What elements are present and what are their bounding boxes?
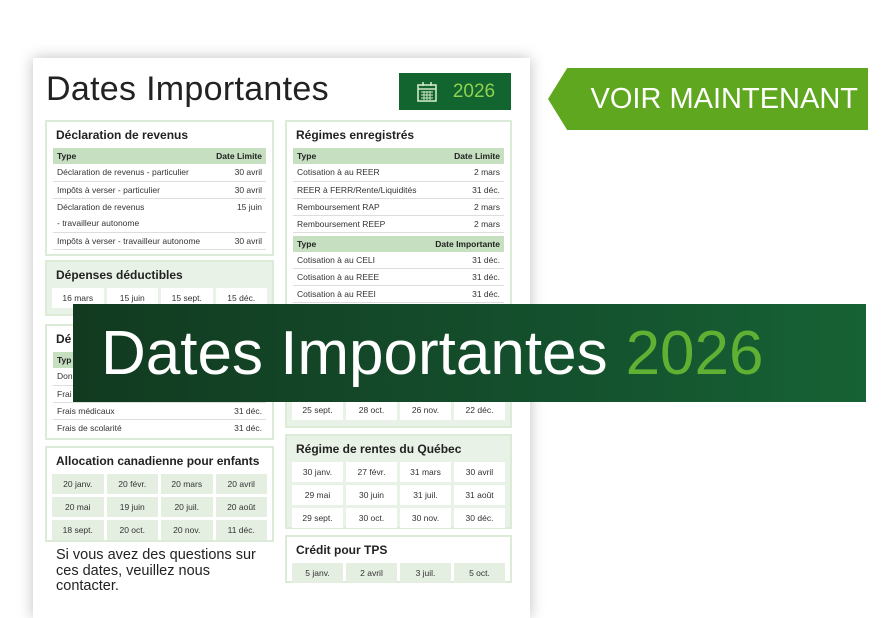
column-header: Type [293, 235, 410, 252]
date-cell: 20 juil. [161, 497, 213, 517]
date-cell: 30 déc. [454, 508, 505, 528]
calendar-icon [417, 81, 437, 102]
date-cell: 30 oct. [346, 508, 397, 528]
date-cell: 31 juil. [400, 485, 451, 505]
date-cell: 11 déc. [215, 520, 267, 540]
date-cell: 29 mai [292, 485, 343, 505]
column-header: Date Importante [409, 235, 504, 252]
date-cell: 31 mars [400, 462, 451, 482]
date-cell: 5 janv. [292, 563, 343, 583]
table-row: Déclaration de revenus - particulier 30 a… [53, 164, 266, 182]
date-cell: 20 févr. [106, 474, 158, 494]
table-row: - travailleur autonome [53, 215, 266, 233]
date-grid: 5 janv. 2 avril 3 juil. 5 oct. [292, 563, 505, 583]
declaration-card: Déclaration de revenus Type Date Limite D… [45, 120, 274, 256]
table-row: Cotisation à au REEI 31 déc. [293, 285, 504, 303]
page-title: Dates Importantes [46, 70, 329, 108]
date-cell: 30 juin [346, 485, 397, 505]
date-cell: 2 avril [346, 563, 397, 583]
table-row: Impôts à verser - travailleur autonome 30… [53, 232, 266, 250]
date-cell: 28 oct. [346, 400, 397, 420]
table-row: Remboursement RAP 2 mars [293, 198, 504, 216]
date-grid: 20 janv. 20 févr. 20 mars 20 avril 20 mai 19… [52, 474, 267, 540]
date-cell: 20 août [215, 497, 267, 517]
regimes-table-2: Type Date Importante Cotisation à au CELI… [293, 235, 504, 303]
banner-year: 2026 [625, 318, 764, 388]
card-title: Régime de rentes du Québec [296, 442, 462, 456]
table-row: Déclaration de revenus 15 juin [57, 201, 262, 212]
date-grid: 30 janv. 27 févr. 31 mars 30 avril 29 mai 30… [292, 462, 505, 528]
table-row: Frais médicaux 31 déc. [53, 402, 266, 420]
regimes-card: Régimes enregistrés Type Date Limite Coti… [285, 120, 512, 330]
date-cell: 25 sept. [292, 400, 343, 420]
view-now-button[interactable]: VOIR MAINTENANT [548, 68, 868, 130]
date-cell: 30 avril [454, 462, 505, 482]
date-cell: 15 déc. [215, 288, 267, 308]
date-cell: 16 mars [52, 288, 104, 308]
column-header: Date Limite [441, 148, 504, 164]
card-title: Dé [56, 332, 72, 346]
date-cell: 20 mai [52, 497, 104, 517]
card-title: Régimes enregistrés [296, 128, 415, 142]
card-title: Crédit pour TPS [296, 543, 388, 557]
column-header: Type [53, 148, 211, 164]
footer-text: Si vous avez des questions sur ces dates… [56, 547, 256, 594]
table-row: Frais de scolarité 31 déc. [57, 422, 262, 433]
year-badge: 2026 [399, 73, 511, 110]
declaration-table: Type Date Limite Déclaration de revenus -… [53, 148, 266, 250]
date-cell: 20 oct. [106, 520, 158, 540]
date-cell: 31 août [454, 485, 505, 505]
tps-card: Crédit pour TPS 5 janv. 2 avril 3 juil. 5 o… [285, 535, 512, 583]
date-grid: 25 sept. 28 oct. 26 nov. 22 déc. [292, 400, 505, 420]
date-cell: 22 déc. [454, 400, 505, 420]
date-cell: 19 juin [106, 497, 158, 517]
regimes-table: Type Date Limite Cotisation à au REER 2 ma… [293, 148, 504, 233]
date-cell: 26 nov. [400, 400, 451, 420]
allocation-card: Allocation canadienne pour enfants 20 ja… [45, 446, 274, 542]
date-cell: 30 nov. [400, 508, 451, 528]
date-grid: 16 mars 15 juin 15 sept. 15 déc. [52, 288, 267, 308]
column-header: Type [293, 148, 442, 164]
date-cell: 20 janv. [52, 474, 104, 494]
table-row: Remboursement REEP 2 mars [293, 215, 504, 233]
date-cell: 20 mars [161, 474, 213, 494]
date-cell: 27 févr. [346, 462, 397, 482]
date-cell: 18 sept. [52, 520, 104, 540]
hero-banner: Dates Importantes 2026 [73, 304, 866, 402]
table-row: Cotisation à au REER 2 mars [293, 164, 504, 182]
banner-title: Dates Importantes [101, 318, 608, 388]
table-row: REER à FERR/Rente/Liquidités 31 déc. [293, 181, 504, 199]
date-cell: 20 nov. [161, 520, 213, 540]
card-title: Allocation canadienne pour enfants [56, 454, 260, 468]
rrq-card: Régime de rentes du Québec 30 janv. 27 fé… [285, 434, 512, 529]
year-label: 2026 [452, 80, 496, 102]
column-header: Date Limite [210, 148, 266, 164]
card-title: Déclaration de revenus [56, 128, 189, 142]
date-cell: 30 janv. [292, 462, 343, 482]
date-cell: 3 juil. [400, 563, 451, 583]
date-cell: 15 juin [106, 288, 158, 308]
date-cell: 29 sept. [292, 508, 343, 528]
card-title: Dépenses déductibles [56, 268, 183, 282]
date-cell: 5 oct. [454, 563, 505, 583]
table-row: Impôts à verser - particulier 30 avril [53, 181, 266, 199]
date-cell: 20 avril [215, 474, 267, 494]
date-cell: 15 sept. [161, 288, 213, 308]
table-row: Cotisation à au CELI 31 déc. [293, 251, 504, 269]
table-row: Cotisation à au REEE 31 déc. [293, 268, 504, 286]
